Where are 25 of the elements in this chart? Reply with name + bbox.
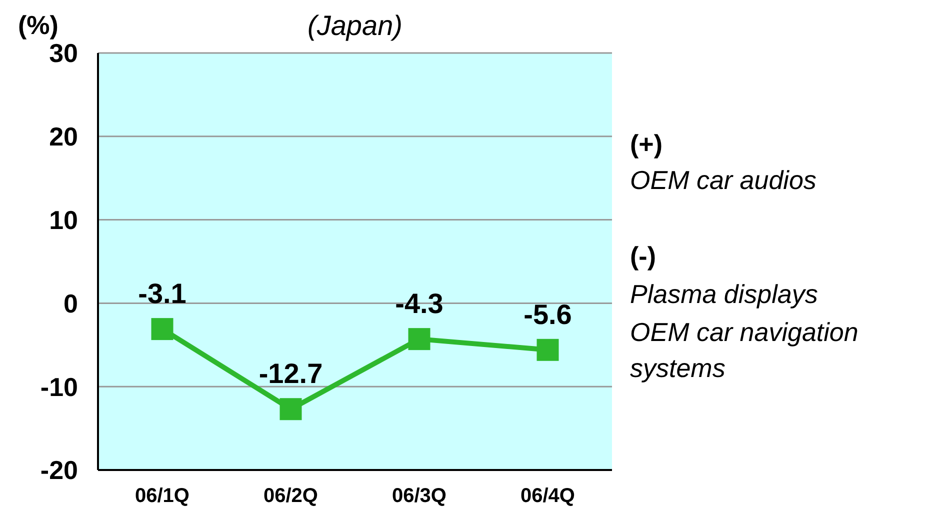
- x-tick-label: 06/4Q: [520, 485, 575, 508]
- point: [408, 328, 430, 350]
- y-axis-title: (%): [18, 10, 58, 41]
- data-label: -5.6: [524, 298, 572, 330]
- text: Plasma displays: [630, 278, 819, 311]
- text: OEM car navigation systems: [630, 316, 860, 385]
- point: [151, 318, 174, 340]
- data-label: -4.3: [395, 288, 444, 320]
- text: (-): [630, 240, 657, 273]
- point: [536, 338, 559, 361]
- y-tick-label: -10: [40, 372, 78, 402]
- y-tick-label: 10: [49, 205, 78, 236]
- x-tick-label: 06/1Q: [135, 485, 190, 508]
- point: [280, 398, 302, 420]
- y-tick-label: -20: [40, 455, 78, 486]
- y-tick-label: 30: [49, 38, 78, 68]
- text: OEM car audios: [630, 164, 818, 197]
- chart-title: (Japan): [306, 10, 404, 42]
- data-label: -12.7: [258, 358, 323, 390]
- text: (+): [630, 128, 664, 161]
- data-label: -3.1: [138, 278, 186, 310]
- x-tick-label: 06/2Q: [264, 485, 318, 508]
- y-tick-label: 0: [64, 288, 78, 318]
- x-tick-label: 06/3Q: [392, 485, 446, 508]
- y-tick-label: 20: [49, 122, 78, 152]
